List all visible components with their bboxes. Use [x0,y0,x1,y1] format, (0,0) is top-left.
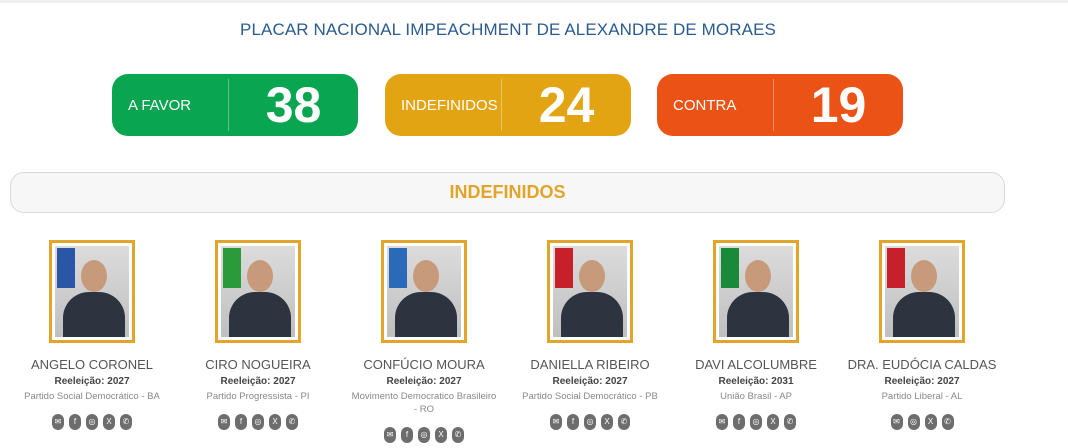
reelection-year: Reeleição: 2027 [386,376,462,387]
email-icon[interactable]: ✉ [384,427,396,443]
reelection-year: Reeleição: 2031 [718,376,794,387]
x-icon[interactable]: X [601,414,613,430]
instagram-icon[interactable]: ◎ [907,414,920,430]
senator-card: CONFÚCIO MOURA Reeleição: 2027 Movimento… [341,240,507,443]
x-icon[interactable]: X [269,414,281,430]
contact-icons: ✉ f ◎ X ✆ [175,414,341,430]
phone-icon[interactable]: ✆ [452,427,464,443]
flag-image [887,248,905,288]
flag-image [555,248,573,288]
senator-photo[interactable] [879,240,965,343]
phone-icon[interactable]: ✆ [286,414,298,430]
party-state: Partido Social Democrático - PB [522,391,658,402]
senator-name[interactable]: CIRO NOGUEIRA [205,357,311,372]
email-icon[interactable]: ✉ [550,414,562,430]
x-icon[interactable]: X [924,414,937,430]
facebook-icon[interactable]: f [733,414,745,430]
reelection-year: Reeleição: 2027 [220,376,296,387]
score-card-contra[interactable]: CONTRA 19 [657,74,903,136]
contact-icons: ✉ f ◎ X ✆ [341,427,507,443]
score-label: A FAVOR [128,96,192,114]
top-divider [0,0,1068,3]
party-state: União Brasil - AP [720,391,792,402]
reelection-year: Reeleição: 2027 [54,376,130,387]
party-state: Partido Progressista - PI [206,391,310,402]
senator-photo[interactable] [547,240,633,343]
flag-image [389,248,407,288]
party-state: Movimento Democratico Brasileiro - RO [351,391,497,415]
senator-card: DANIELLA RIBEIRO Reeleição: 2027 Partido… [507,240,673,430]
email-icon[interactable]: ✉ [716,414,728,430]
contact-icons: ✉ f ◎ X ✆ [673,414,839,430]
facebook-icon[interactable]: f [235,414,247,430]
phone-icon[interactable]: ✆ [784,414,796,430]
score-value: 19 [810,77,867,133]
senator-photo[interactable] [381,240,467,343]
senator-card: DAVI ALCOLUMBRE Reeleição: 2031 União Br… [673,240,839,430]
instagram-icon[interactable]: ◎ [584,414,596,430]
divider [228,79,229,131]
senator-photo[interactable] [215,240,301,343]
flag-image [721,248,739,288]
divider [773,79,774,131]
phone-icon[interactable]: ✆ [941,414,954,430]
page-title: PLACAR NACIONAL IMPEACHMENT DE ALEXANDRE… [240,20,776,39]
instagram-icon[interactable]: ◎ [86,414,98,430]
senator-card: ANGELO CORONEL Reeleição: 2027 Partido S… [9,240,175,430]
email-icon[interactable]: ✉ [890,414,903,430]
facebook-icon[interactable]: f [567,414,579,430]
score-value: 24 [538,77,595,133]
phone-icon[interactable]: ✆ [120,414,132,430]
x-icon[interactable]: X [103,414,115,430]
phone-icon[interactable]: ✆ [618,414,630,430]
flag-image [57,248,75,288]
score-label: CONTRA [673,96,737,114]
divider [501,79,502,131]
x-icon[interactable]: X [767,414,779,430]
email-icon[interactable]: ✉ [218,414,230,430]
score-label: INDEFINIDOS [401,96,498,114]
contact-icons: ✉ ◎ X ✆ [839,414,1005,430]
senator-name[interactable]: DANIELLA RIBEIRO [530,357,650,372]
x-icon[interactable]: X [435,427,447,443]
score-value: 38 [265,77,322,133]
party-state: Partido Social Democrático - BA [24,391,160,402]
score-card-indefinidos[interactable]: INDEFINIDOS 24 [385,74,631,136]
score-card-a-favor[interactable]: A FAVOR 38 [112,74,358,136]
facebook-icon[interactable]: f [401,427,413,443]
instagram-icon[interactable]: ◎ [252,414,264,430]
email-icon[interactable]: ✉ [52,414,64,430]
senator-photo[interactable] [713,240,799,343]
reelection-year: Reeleição: 2027 [884,376,960,387]
reelection-year: Reeleição: 2027 [552,376,628,387]
party-state: Partido Liberal - AL [881,391,963,402]
senator-name[interactable]: CONFÚCIO MOURA [363,357,485,372]
instagram-icon[interactable]: ◎ [418,427,430,443]
senator-name[interactable]: DRA. EUDÓCIA CALDAS [847,357,997,372]
section-header-indefinidos: INDEFINIDOS [10,172,1005,213]
senator-name[interactable]: DAVI ALCOLUMBRE [695,357,817,372]
senator-photo[interactable] [49,240,135,343]
facebook-icon[interactable]: f [69,414,81,430]
senator-card: CIRO NOGUEIRA Reeleição: 2027 Partido Pr… [175,240,341,430]
senator-card: DRA. EUDÓCIA CALDAS Reeleição: 2027 Part… [839,240,1005,430]
contact-icons: ✉ f ◎ X ✆ [9,414,175,430]
flag-image [223,248,241,288]
senator-name[interactable]: ANGELO CORONEL [30,357,154,372]
contact-icons: ✉ f ◎ X ✆ [507,414,673,430]
instagram-icon[interactable]: ◎ [750,414,762,430]
